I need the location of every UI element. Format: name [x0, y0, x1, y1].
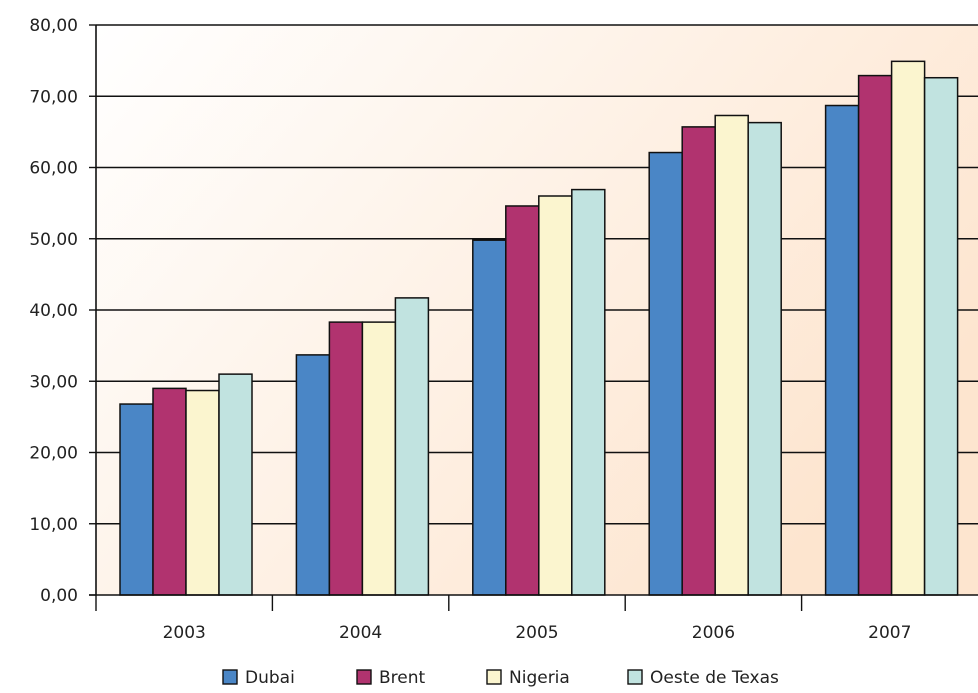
bar-brent-2006 [681, 126, 716, 596]
x-tick-label: 2006 [692, 623, 735, 643]
bar-brent-2005 [505, 205, 540, 596]
y-tick-label: 0,00 [40, 586, 78, 606]
bar-oeste-de-texas-2003 [218, 373, 253, 596]
legend-swatch [627, 669, 643, 685]
legend-swatch [356, 669, 372, 685]
legend-label: Nigeria [509, 668, 570, 688]
bar-dubai-2004 [295, 354, 331, 596]
y-tick-label: 40,00 [29, 301, 78, 321]
x-tick-label: 2007 [868, 623, 911, 643]
x-tick-label: 2004 [339, 623, 382, 643]
bar-oeste-de-texas-2006 [747, 121, 782, 596]
y-tick-label: 20,00 [29, 444, 78, 464]
y-tick-label: 80,00 [29, 16, 78, 36]
legend-swatch [486, 669, 502, 685]
bar-brent-2007 [857, 74, 893, 596]
x-tick-label: 2005 [515, 623, 558, 643]
y-tick-label: 60,00 [29, 159, 78, 179]
x-tick-label: 2003 [163, 623, 206, 643]
y-tick-label: 50,00 [29, 230, 78, 250]
legend-swatch [222, 669, 238, 685]
bar-dubai-2003 [119, 403, 154, 596]
bar-dubai-2007 [824, 104, 860, 596]
y-tick-label: 70,00 [29, 87, 78, 107]
bar-nigeria-2007 [890, 60, 926, 596]
bar-dubai-2006 [648, 151, 683, 596]
bar-brent-2003 [152, 387, 187, 596]
bar-dubai-2005 [472, 239, 507, 596]
y-tick-label: 30,00 [29, 372, 78, 392]
bar-oeste-de-texas-2007 [923, 76, 959, 596]
bar-nigeria-2003 [185, 389, 220, 596]
legend-label: Oeste de Texas [650, 668, 779, 688]
bar-oeste-de-texas-2005 [571, 188, 606, 596]
bar-nigeria-2004 [361, 321, 397, 596]
legend-label: Dubai [245, 668, 295, 688]
legend-label: Brent [379, 668, 426, 688]
bar-brent-2004 [328, 321, 364, 596]
bar-nigeria-2005 [538, 195, 573, 596]
bar-oeste-de-texas-2004 [394, 297, 430, 596]
y-tick-label: 10,00 [29, 515, 78, 535]
bar-nigeria-2006 [714, 114, 749, 596]
